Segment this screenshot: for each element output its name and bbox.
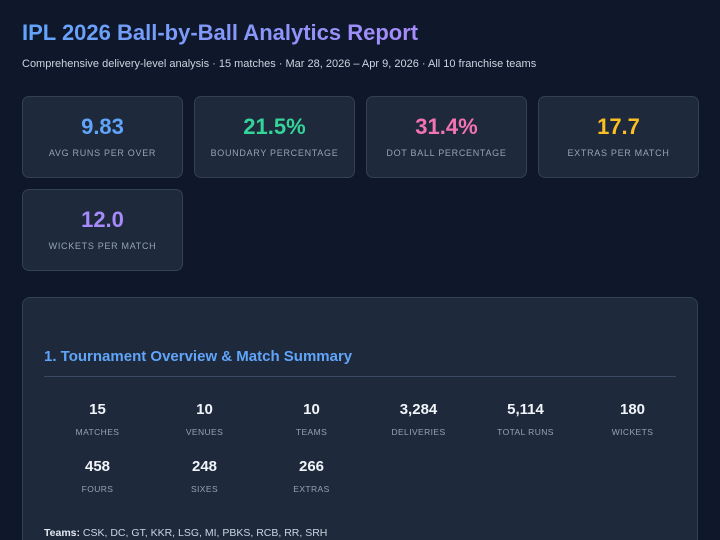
- kpi-value: 31.4%: [415, 114, 478, 139]
- kpi-card-boundary-percentage: 21.5% BOUNDARY PERCENTAGE: [194, 96, 355, 178]
- stat-value: 10: [303, 401, 320, 418]
- stat-teams: 10 TEAMS: [258, 402, 365, 437]
- summary-stats-grid: 15 MATCHES 10 VENUES 10 TEAMS 3,284 DELI…: [44, 402, 686, 494]
- stat-label: VENUES: [185, 427, 224, 437]
- tournament-overview-section: 1. Tournament Overview & Match Summary 1…: [22, 297, 698, 540]
- kpi-value: 21.5%: [243, 114, 306, 139]
- kpi-card-avg-runs-per-over: 9.83 AVG RUNS PER OVER: [22, 96, 183, 178]
- kpi-card-dot-ball-percentage: 31.4% DOT BALL PERCENTAGE: [366, 96, 527, 178]
- stat-value: 3,284: [399, 401, 438, 418]
- stat-value: 15: [89, 401, 106, 418]
- kpi-value: 12.0: [81, 207, 124, 232]
- kpi-label: AVG RUNS PER OVER: [48, 148, 157, 158]
- stat-value: 266: [298, 458, 325, 475]
- stat-label: SIXES: [190, 484, 219, 494]
- stat-deliveries: 3,284 DELIVERIES: [365, 402, 472, 437]
- kpi-label: EXTRAS PER MATCH: [567, 148, 670, 158]
- stat-total-runs: 5,114 TOTAL RUNS: [472, 402, 579, 437]
- stat-label: TOTAL RUNS: [497, 427, 554, 437]
- stat-label: FOURS: [81, 484, 114, 494]
- kpi-card-extras-per-match: 17.7 EXTRAS PER MATCH: [538, 96, 699, 178]
- kpi-label: BOUNDARY PERCENTAGE: [210, 148, 339, 158]
- stat-label: DELIVERIES: [391, 427, 446, 437]
- teams-list: Teams: CSK, DC, GT, KKR, LSG, MI, PBKS, …: [44, 527, 327, 539]
- stat-value: 5,114: [507, 401, 544, 418]
- stat-wickets: 180 WICKETS: [579, 402, 686, 437]
- teams-label: Teams:: [44, 527, 80, 539]
- kpi-card-wickets-per-match: 12.0 WICKETS PER MATCH: [22, 189, 183, 271]
- kpi-value: 17.7: [597, 114, 640, 139]
- stat-fours: 458 FOURS: [44, 459, 151, 494]
- kpi-label: WICKETS PER MATCH: [48, 241, 157, 251]
- stat-label: TEAMS: [295, 427, 328, 437]
- kpi-value: 9.83: [81, 114, 124, 139]
- stat-value: 458: [84, 458, 111, 475]
- stat-sixes: 248 SIXES: [151, 459, 258, 494]
- stat-value: 180: [619, 401, 646, 418]
- page-title: IPL 2026 Ball-by-Ball Analytics Report: [22, 20, 419, 45]
- kpi-grid: 9.83 AVG RUNS PER OVER 21.5% BOUNDARY PE…: [22, 96, 699, 271]
- page-subtitle: Comprehensive delivery-level analysis · …: [22, 58, 537, 70]
- stat-label: MATCHES: [75, 427, 120, 437]
- stat-value: 10: [196, 401, 213, 418]
- stat-matches: 15 MATCHES: [44, 402, 151, 437]
- stat-label: WICKETS: [611, 427, 654, 437]
- section-divider: [44, 376, 676, 377]
- kpi-label: DOT BALL PERCENTAGE: [386, 148, 507, 158]
- stat-venues: 10 VENUES: [151, 402, 258, 437]
- stat-label: EXTRAS: [293, 484, 330, 494]
- section-title: 1. Tournament Overview & Match Summary: [44, 348, 353, 365]
- stat-extras: 266 EXTRAS: [258, 459, 365, 494]
- stat-value: 248: [191, 458, 218, 475]
- teams-value: CSK, DC, GT, KKR, LSG, MI, PBKS, RCB, RR…: [82, 527, 328, 539]
